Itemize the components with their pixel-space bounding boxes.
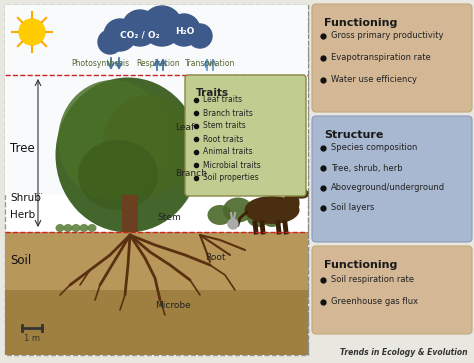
- Ellipse shape: [55, 77, 201, 232]
- Text: Greenhouse gas flux: Greenhouse gas flux: [331, 298, 418, 306]
- Text: Microbe: Microbe: [155, 301, 191, 310]
- Text: Soil: Soil: [10, 253, 31, 266]
- Text: Species composition: Species composition: [331, 143, 418, 152]
- Text: Trends in Ecology & Evolution: Trends in Ecology & Evolution: [340, 348, 468, 357]
- Bar: [5, 5, 308, 195]
- Text: Tree: Tree: [10, 142, 35, 155]
- Text: Aboveground/underground: Aboveground/underground: [331, 184, 445, 192]
- Ellipse shape: [208, 205, 233, 225]
- Bar: [122, 195, 138, 232]
- Text: Evapotranspiration rate: Evapotranspiration rate: [331, 53, 431, 62]
- Text: Microbial traits: Microbial traits: [203, 160, 261, 170]
- Bar: [5, 290, 308, 355]
- Text: Photosynthesis: Photosynthesis: [71, 59, 129, 68]
- Text: Soil layers: Soil layers: [331, 204, 374, 212]
- Text: Traits: Traits: [196, 88, 229, 98]
- Text: Soil properties: Soil properties: [203, 174, 259, 183]
- Bar: [5, 232, 308, 355]
- Text: Functioning: Functioning: [324, 260, 397, 270]
- Text: 1 m: 1 m: [24, 334, 40, 343]
- Ellipse shape: [58, 80, 168, 200]
- Circle shape: [104, 19, 136, 51]
- Circle shape: [98, 30, 122, 54]
- Ellipse shape: [80, 224, 89, 232]
- Text: Tree, shrub, herb: Tree, shrub, herb: [331, 163, 402, 172]
- Text: Stem: Stem: [157, 213, 181, 223]
- Text: Branch: Branch: [175, 168, 207, 178]
- Circle shape: [188, 24, 212, 48]
- Text: CO₂ / O₂: CO₂ / O₂: [120, 30, 160, 40]
- Text: Branch traits: Branch traits: [203, 109, 253, 118]
- Text: Root: Root: [205, 253, 226, 262]
- Text: Transpiration: Transpiration: [185, 59, 235, 68]
- Text: H₂O: H₂O: [175, 28, 195, 37]
- Ellipse shape: [64, 224, 73, 232]
- FancyBboxPatch shape: [312, 4, 472, 112]
- Ellipse shape: [88, 224, 97, 232]
- FancyBboxPatch shape: [185, 75, 306, 196]
- Text: Gross primary productivity: Gross primary productivity: [331, 32, 444, 41]
- Text: Respiration: Respiration: [136, 59, 180, 68]
- Text: Stem traits: Stem traits: [203, 122, 246, 131]
- Ellipse shape: [55, 224, 64, 232]
- Circle shape: [168, 14, 200, 46]
- Text: Water use efficiency: Water use efficiency: [331, 76, 417, 85]
- Text: Leaf traits: Leaf traits: [203, 95, 242, 105]
- Ellipse shape: [103, 95, 193, 195]
- Ellipse shape: [78, 140, 158, 210]
- Bar: [5, 5, 308, 355]
- FancyBboxPatch shape: [312, 116, 472, 242]
- Ellipse shape: [223, 197, 253, 223]
- Text: Soil respiration rate: Soil respiration rate: [331, 276, 414, 285]
- Text: Herb: Herb: [10, 210, 35, 220]
- Text: Functioning: Functioning: [324, 18, 397, 28]
- Circle shape: [142, 6, 182, 46]
- Ellipse shape: [245, 196, 300, 224]
- Text: Root traits: Root traits: [203, 135, 243, 143]
- Ellipse shape: [291, 187, 309, 199]
- Circle shape: [122, 10, 158, 46]
- Text: Leaf: Leaf: [175, 123, 194, 132]
- Circle shape: [228, 219, 238, 229]
- Circle shape: [19, 19, 45, 45]
- Ellipse shape: [247, 209, 269, 227]
- Ellipse shape: [263, 213, 281, 227]
- Ellipse shape: [72, 224, 81, 232]
- Text: Animal traits: Animal traits: [203, 147, 253, 156]
- Text: Shrub: Shrub: [10, 193, 41, 203]
- Text: Structure: Structure: [324, 130, 383, 140]
- Ellipse shape: [284, 189, 300, 211]
- FancyBboxPatch shape: [312, 246, 472, 334]
